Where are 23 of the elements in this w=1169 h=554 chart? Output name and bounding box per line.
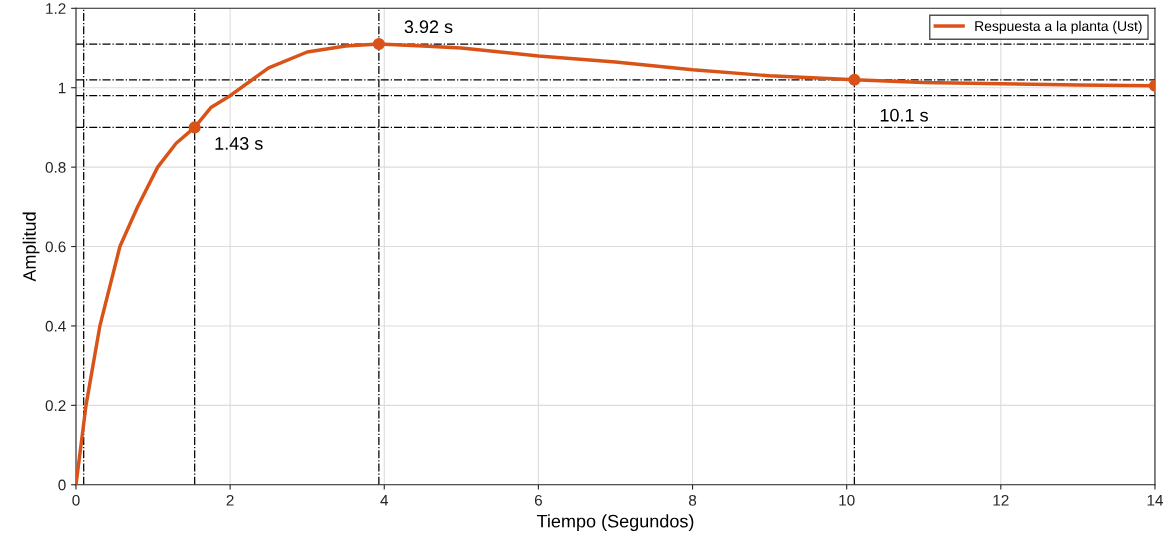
y-tick-label: 0.4 [45,320,66,332]
x-tick-label: 6 [534,494,542,506]
annotation: 1.43 s [215,137,263,150]
x-tick-label: 2 [226,494,234,506]
annotation: 3.92 s [404,20,453,34]
x-axis-title: Tiempo (Segundos) [536,514,694,532]
y-tick-label: 1.2 [46,3,66,14]
x-tick-label: 8 [688,494,697,506]
x-tick-label: 14 [1147,495,1164,506]
x-tick-label: 4 [380,495,389,506]
y-tick-label: 1 [58,82,66,94]
x-tick-label: 0 [72,494,80,506]
point [188,121,201,134]
y-tick-label: 0 [58,479,66,491]
point [372,37,385,51]
y-tick-label: 0.8 [45,161,66,173]
y-tick-label: 0.2 [45,400,66,412]
x-tick-label: 10 [839,494,855,506]
y-tick-label: 0.6 [45,241,66,253]
x-tick-label: 12 [993,494,1009,506]
legend-label: Respuesta a la planta (Ust) [975,20,1142,34]
annotation: 10.1 s [880,108,928,122]
y-axis-title: Amplitud [22,212,40,282]
